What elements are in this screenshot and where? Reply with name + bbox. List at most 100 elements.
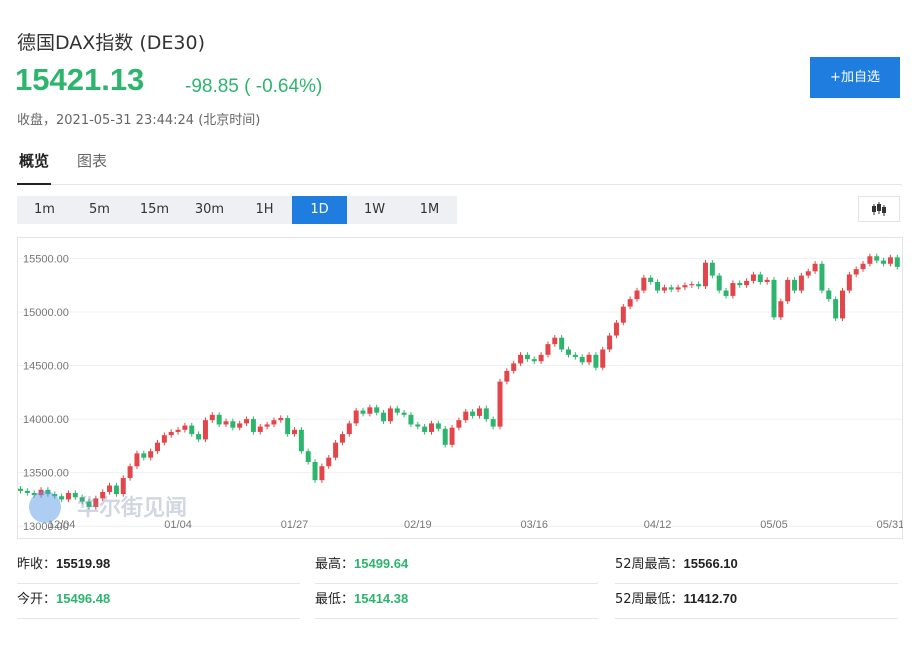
stat-label: 52周最高： (615, 557, 684, 572)
candle-body (326, 457, 332, 467)
interval-button[interactable]: 5m (89, 202, 110, 217)
stat-label: 最低： (315, 592, 355, 607)
candle-body (175, 429, 181, 432)
candle-body (812, 263, 818, 272)
y-tick-label: 13500.00 (23, 468, 69, 480)
candle-body (545, 344, 551, 355)
stat: 52周最高：15566.10 (615, 546, 902, 584)
candle-body (223, 421, 229, 425)
candle-body (613, 322, 619, 336)
candle-body (696, 284, 702, 287)
candle-body (476, 408, 482, 416)
candle-body (155, 442, 160, 452)
interval-button[interactable]: 1m (34, 202, 55, 217)
stat-row: 昨收：15519.98 (17, 546, 300, 584)
stat-value: 15499.64 (354, 556, 409, 571)
stat-label: 今开： (17, 592, 57, 607)
stat-row: 今开：15496.48 (17, 581, 300, 619)
candle-body (744, 280, 750, 286)
candle-body (675, 287, 681, 290)
candle-body (757, 274, 763, 282)
candle-body (257, 426, 263, 432)
candle-body (161, 435, 167, 443)
candle-body (682, 285, 688, 288)
index-name: 德国DAX指数 (17, 32, 134, 54)
candle-body (394, 408, 400, 413)
candle-body (723, 290, 729, 296)
candle-body (127, 466, 133, 479)
candle-body (504, 370, 510, 382)
candle-body (463, 411, 469, 421)
candle-body (237, 423, 243, 428)
candle-body (798, 275, 804, 291)
candle-body (120, 478, 126, 495)
candle-body (93, 498, 99, 507)
watermark-logo (29, 491, 61, 523)
candle-body (559, 337, 565, 350)
interval-button[interactable]: 1D (292, 196, 347, 224)
candle-body (264, 424, 270, 427)
candle-body (107, 485, 113, 492)
candle-body (298, 429, 304, 452)
candle-body (134, 453, 140, 467)
candle-body (846, 274, 852, 291)
status: 收盘，2021-05-31 23:44:24 (北京时间) (17, 113, 261, 128)
candle-body (401, 412, 407, 415)
x-tick-label: 05/05 (760, 519, 788, 531)
candle-body (737, 283, 743, 286)
candle-body (552, 337, 558, 345)
stats: 昨收：15519.98 最高：15499.64 52周最高：15566.10 今开：1… (17, 546, 902, 619)
chart-type-button[interactable] (858, 196, 900, 222)
interval-button[interactable]: 1W (363, 202, 386, 217)
interval-button[interactable]: 30m (194, 202, 225, 217)
candle-body (764, 279, 770, 282)
candle-body (894, 257, 900, 267)
candle-body (853, 269, 859, 275)
stat-value: 11412.70 (683, 591, 738, 606)
candle-body (65, 493, 71, 500)
stat-row: 52周最低：11412.70 (615, 581, 898, 619)
interval-button[interactable]: 1H (255, 202, 274, 217)
candle-body (31, 493, 37, 496)
candle-body (586, 354, 592, 363)
candle-body (497, 381, 503, 427)
stat: 今开：15496.48 (17, 581, 315, 619)
candle-body (271, 420, 277, 425)
candle-body (874, 256, 880, 261)
candle-body (339, 434, 345, 443)
candle-body (860, 263, 866, 270)
candle-body (600, 349, 606, 368)
candle-body (490, 419, 496, 427)
candle-body (689, 284, 695, 286)
interval-button[interactable]: 15m (139, 202, 170, 217)
stat-label: 最高： (315, 557, 355, 572)
candle-body (538, 354, 544, 362)
y-tick-label: 15000.00 (23, 307, 69, 319)
candle-body (202, 420, 208, 440)
price: 15421.13 (15, 62, 145, 97)
candle-body (703, 262, 708, 287)
y-tick-label: 13000.00 (23, 521, 69, 533)
candle-body (278, 418, 284, 421)
stat: 昨收：15519.98 (17, 546, 315, 584)
candle-body (79, 497, 85, 502)
candle-body (456, 420, 462, 428)
interval-button[interactable]: 1M (419, 202, 440, 217)
candle-body (805, 271, 811, 276)
candle-body (579, 356, 585, 363)
stat-value: 15519.98 (56, 556, 111, 571)
candle-body (867, 256, 873, 264)
add-watchlist-button[interactable]: +加自选 (810, 57, 900, 98)
tab[interactable]: 图表 (77, 152, 108, 170)
candle-body (826, 290, 832, 300)
title: 德国DAX指数 (DE30) (17, 28, 205, 55)
candle-body (750, 274, 756, 281)
tab[interactable]: 概览 (17, 150, 52, 185)
candle-body (785, 279, 791, 302)
stat-label: 昨收： (17, 557, 57, 572)
candle-body (566, 349, 571, 355)
candle-body (18, 488, 23, 491)
stat: 52周最低：11412.70 (615, 581, 902, 619)
candle-body (196, 434, 202, 440)
candle-body (449, 427, 455, 445)
